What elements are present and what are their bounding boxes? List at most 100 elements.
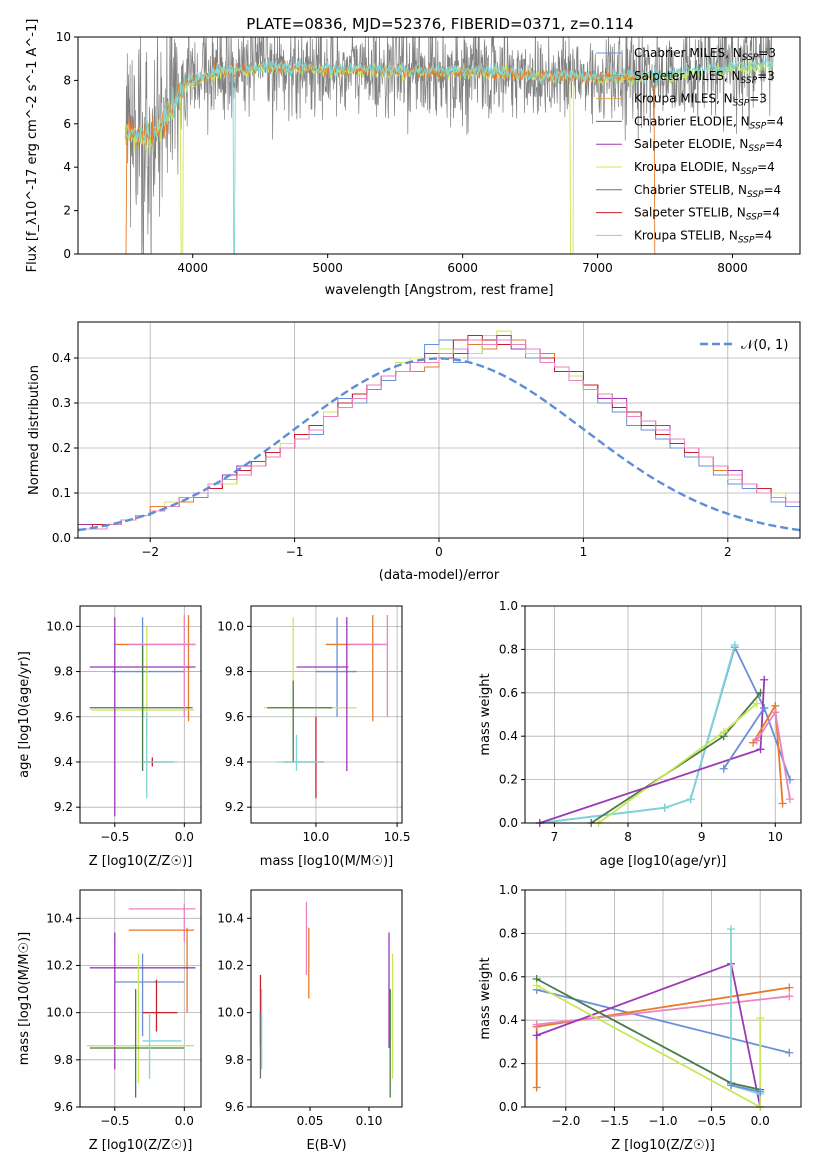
mass-weight-point <box>719 727 728 736</box>
y-tick-label: 9.2 <box>225 800 244 814</box>
x-axis-label: age [log10(age/yr)] <box>600 854 727 869</box>
mass-weight-line <box>539 644 736 824</box>
spectrum-frame <box>77 36 801 255</box>
y-tick-label: 0.2 <box>52 441 71 455</box>
legend-subscript: SSP <box>742 53 759 63</box>
y-axis-label: mass [log10(M/M☉)] <box>17 932 32 1065</box>
y-tick-label: 10.4 <box>46 911 73 925</box>
y-axis-label: mass weight <box>478 957 493 1039</box>
x-tick-label: 10 <box>768 830 783 844</box>
mass-weight-point <box>756 745 765 754</box>
x-tick-label: 10.5 <box>384 830 411 844</box>
x-tick-label: 0.0 <box>175 830 194 844</box>
figure-title: PLATE=0836, MJD=52376, FIBERID=0371, z=0… <box>246 15 633 33</box>
legend-entry: Salpeter STELIB, NSSP=4 <box>634 206 780 223</box>
legend-count: =3 <box>758 46 776 60</box>
legend-subscript: SSP <box>741 76 758 86</box>
mass-weight-point <box>760 675 769 684</box>
mass_weight_vs_Z-frame <box>524 889 802 1108</box>
y-tick-label: 4 <box>63 160 71 174</box>
legend-count: =3 <box>749 92 767 106</box>
legend-subscript: SSP <box>738 235 755 245</box>
x-axis-label: wavelength [Angstrom, rest frame] <box>325 283 554 298</box>
legend-count: =4 <box>765 137 783 151</box>
x-tick-label: 0.0 <box>175 1114 194 1128</box>
y-tick-label: 10.2 <box>46 958 73 972</box>
y-tick-label: 0.1 <box>52 486 71 500</box>
legend-entry: Kroupa STELIB, NSSP=4 <box>634 228 772 245</box>
x-tick-label: −2.0 <box>551 1114 580 1128</box>
mass-weight-point <box>785 1048 794 1057</box>
y-tick-label: 1.0 <box>499 599 518 613</box>
legend-entry: Salpeter MILES, NSSP=3 <box>634 69 775 86</box>
y-axis-label: mass weight <box>478 673 493 755</box>
mass-weight-point <box>532 1020 541 1029</box>
histogram-step-line <box>78 339 800 530</box>
y-tick-label: 9.2 <box>54 800 73 814</box>
mass_vs_Z-frame <box>79 889 202 1108</box>
mass-weight-point <box>727 925 736 934</box>
y-tick-label: 0.6 <box>499 686 518 700</box>
mass-weight-point <box>532 1031 541 1040</box>
y-tick-label: 10.0 <box>46 619 73 633</box>
legend-entry: Salpeter ELODIE, NSSP=4 <box>634 137 783 154</box>
y-tick-label: 0 <box>63 247 71 261</box>
legend-entry: 𝒩(0, 1) <box>741 338 788 353</box>
mass-weight-point <box>532 981 541 990</box>
mass_vs_EBV-frame <box>250 889 403 1108</box>
mass-weight-vs-metallicity-panel: −2.0 −1.5 −1.0 −0.5 0.0 0.0 0.2 0.4 0.6 0.8 1.0 Z [… <box>478 883 802 1153</box>
y-tick-label: 0.8 <box>499 926 518 940</box>
y-tick-label: 9.6 <box>225 1100 244 1114</box>
mass-weight-line <box>536 978 761 1091</box>
x-tick-label: −1.0 <box>648 1114 677 1128</box>
mass-weight-point <box>760 703 769 712</box>
y-tick-label: 2 <box>63 204 71 218</box>
x-tick-label: 2 <box>724 545 732 559</box>
y-tick-label: 0.0 <box>499 1100 518 1114</box>
mass-weight-line <box>722 707 765 770</box>
mass-weight-point <box>660 803 669 812</box>
age_vs_Z-frame <box>79 605 202 824</box>
y-tick-label: 0.3 <box>52 396 71 410</box>
normal-curve-line <box>77 357 801 532</box>
y-tick-label: 10.2 <box>217 958 244 972</box>
y-tick-label: 10.0 <box>46 1006 73 1020</box>
mass_weight_vs_age-frame <box>524 605 802 824</box>
mass-weight-point <box>752 699 761 708</box>
x-tick-label: 5000 <box>312 261 343 275</box>
mass-weight-point <box>686 795 695 804</box>
y-tick-label: 0.0 <box>52 531 71 545</box>
spectrum-plot-area <box>124 37 774 254</box>
y-tick-label: 0.8 <box>499 642 518 656</box>
x-tick-label: 0.05 <box>297 1114 324 1128</box>
mass-weight-point <box>532 1083 541 1092</box>
x-tick-label: 1 <box>580 545 588 559</box>
mass-weight-point <box>730 641 739 650</box>
legend-entry: Chabrier MILES, NSSP=3 <box>634 46 776 63</box>
y-axis-label: Normed distribution <box>27 365 42 495</box>
legend-subscript: SSP <box>747 190 764 200</box>
y-tick-label: 9.4 <box>225 755 244 769</box>
legend-count: =4 <box>757 160 775 174</box>
legend-count: =4 <box>754 228 772 242</box>
legend-count: =4 <box>766 114 784 128</box>
y-tick-label: 9.6 <box>54 1100 73 1114</box>
age-vs-mass-panel: 10.0 10.5 9.2 9.4 9.6 9.8 10.0 mass [log10(M/M☉… <box>217 605 411 869</box>
x-tick-label: 0.10 <box>356 1114 383 1128</box>
legend-count: =3 <box>757 69 775 83</box>
legend-count: =4 <box>762 206 780 220</box>
y-tick-label: 6 <box>63 117 71 131</box>
y-tick-label: 0.4 <box>499 729 518 743</box>
legend-subscript: SSP <box>748 144 765 154</box>
mass-weight-point <box>727 1081 736 1090</box>
y-tick-label: 10 <box>56 30 71 44</box>
x-tick-label: 7 <box>551 830 559 844</box>
mass-weight-line <box>539 644 791 824</box>
y-tick-label: 10.4 <box>217 911 244 925</box>
y-tick-label: 0.4 <box>499 1013 518 1027</box>
x-tick-label: 7000 <box>582 261 613 275</box>
y-axis-label: age [log10(age/yr)] <box>17 651 32 778</box>
x-tick-label: 0 <box>435 545 443 559</box>
mass-weight-point <box>785 795 794 804</box>
